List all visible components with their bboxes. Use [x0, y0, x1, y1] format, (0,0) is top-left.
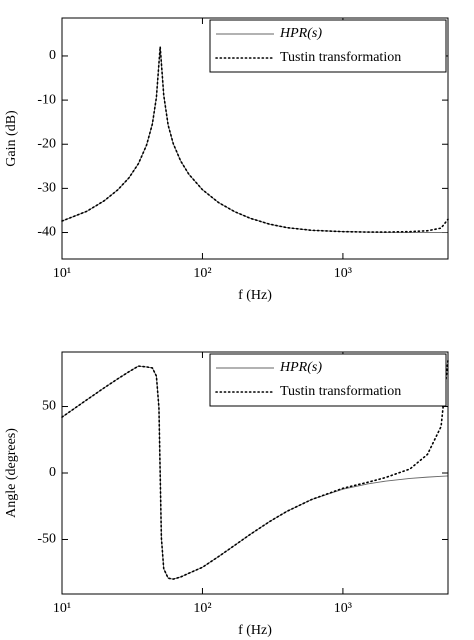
x-axis-label: f (Hz): [238, 288, 272, 303]
x-tick-label: 10¹: [53, 266, 71, 281]
legend-box: [209, 353, 447, 407]
axes-frame: [61, 17, 449, 260]
legend-label: HPR(s): [279, 360, 322, 375]
x-tick-label: 10³: [334, 266, 352, 281]
legend-box: [209, 19, 447, 73]
legend-label: HPR(s): [279, 26, 322, 41]
x-tick-label: 10³: [334, 601, 352, 616]
y-tick-label: 50: [42, 399, 56, 414]
y-tick-label: -30: [37, 181, 56, 196]
axes-frame: [61, 351, 449, 595]
y-tick-label: 0: [49, 465, 56, 480]
x-tick-label: 10¹: [53, 601, 71, 616]
y-tick-label: -40: [37, 225, 56, 240]
legend-label: Tustin transformation: [280, 50, 401, 65]
series-line: [61, 359, 449, 580]
legend-label: Tustin transformation: [280, 384, 401, 399]
y-tick-label: 0: [49, 48, 56, 63]
y-axis-label: Angle (degrees): [4, 428, 19, 518]
x-tick-label: 10²: [193, 601, 211, 616]
y-axis-label: Gain (dB): [4, 110, 19, 167]
y-tick-label: -10: [37, 92, 56, 107]
y-tick-label: -20: [37, 136, 56, 151]
series-line: [61, 46, 449, 233]
y-tick-label: -50: [37, 532, 56, 547]
x-axis-label: f (Hz): [238, 623, 272, 638]
x-tick-label: 10²: [193, 266, 211, 281]
